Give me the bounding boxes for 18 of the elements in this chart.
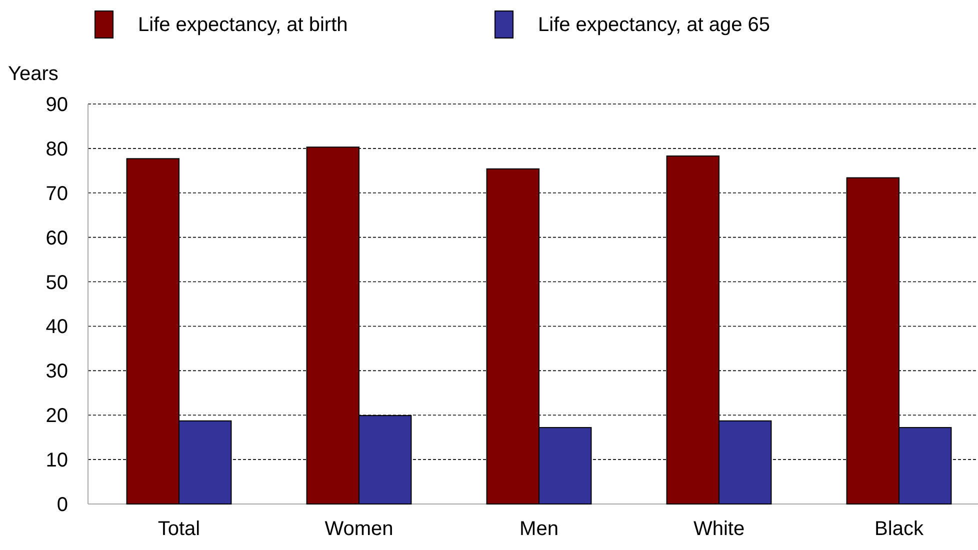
x-tick-label: Total	[158, 518, 200, 540]
legend-label: Life expectancy, at age 65	[538, 14, 770, 36]
y-axis-title: Years	[8, 63, 58, 85]
legend-label: Life expectancy, at birth	[138, 14, 348, 36]
y-tick-label: 70	[46, 182, 68, 205]
x-tick-label: White	[693, 518, 745, 540]
y-tick-label: 80	[46, 138, 68, 160]
x-tick-label: Black	[874, 518, 924, 540]
x-tick-label: Men	[520, 518, 558, 540]
y-tick-label: 90	[46, 94, 68, 116]
y-tick-label: 40	[46, 316, 68, 338]
y-tick-label: 30	[46, 360, 68, 383]
y-tick-label: 60	[46, 227, 68, 250]
y-tick-label: 0	[56, 494, 68, 516]
y-tick-label: 50	[46, 272, 68, 294]
y-tick-label: 20	[46, 405, 68, 428]
x-tick-label: Women	[324, 518, 394, 540]
y-tick-label: 10	[46, 450, 68, 472]
